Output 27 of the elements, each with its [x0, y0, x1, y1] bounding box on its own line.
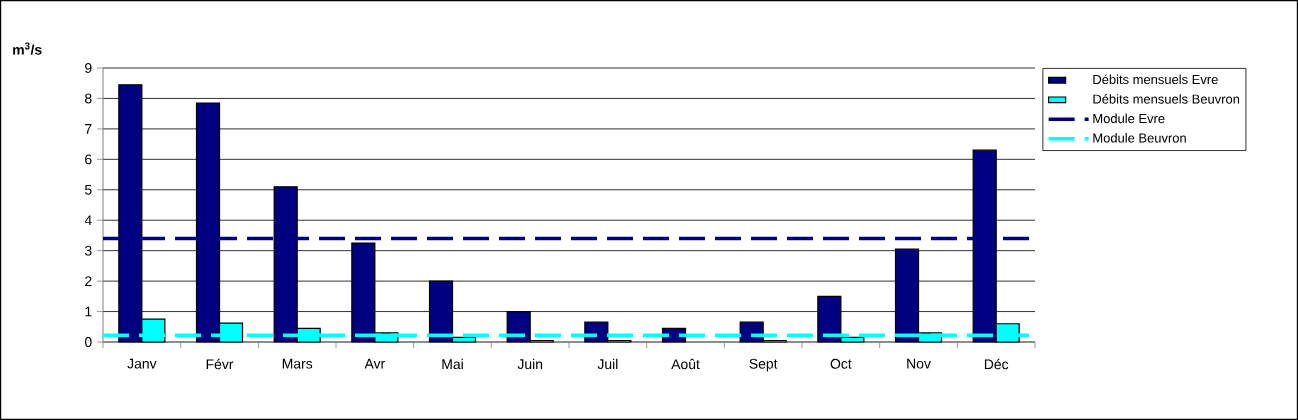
legend-label: Module Beuvron: [1093, 133, 1186, 143]
y-tick-label: 7: [85, 124, 92, 134]
legend-label: Débits mensuels Evre: [1093, 74, 1218, 85]
x-tick-label: Nov: [907, 358, 931, 369]
y-tick-label: 9: [85, 63, 92, 73]
x-tick-label: Oct: [830, 358, 852, 369]
x-tick-label: Août: [671, 358, 700, 370]
x-tick-label: Déc: [984, 358, 1009, 370]
y-tick-label: 5: [84, 184, 92, 195]
x-tick-label: Sept: [749, 358, 778, 372]
x-tick-label: Mai: [442, 358, 463, 370]
x-tick-label: Janv: [127, 358, 157, 369]
x-tick-label: Avr: [364, 358, 385, 369]
legend-label: Module Evre: [1093, 113, 1165, 124]
y-tick-label: 3: [84, 245, 92, 256]
x-tick-label: Juin: [517, 358, 543, 370]
y-tick-label: 2: [85, 276, 92, 286]
y-tick-label: 4: [84, 215, 92, 226]
text: m$^{3}$/s: [13, 42, 42, 55]
y-tick-label: 8: [85, 93, 92, 104]
x-tick-label: Févr: [206, 358, 234, 370]
legend-label: Débits mensuels Beuvron: [1093, 94, 1240, 104]
y-tick-label: 0: [84, 337, 92, 347]
y-tick-label: 6: [85, 154, 92, 165]
x-tick-label: Juil: [597, 358, 618, 370]
y-tick-label: 1: [85, 306, 92, 317]
x-tick-label: Mars: [282, 358, 313, 369]
